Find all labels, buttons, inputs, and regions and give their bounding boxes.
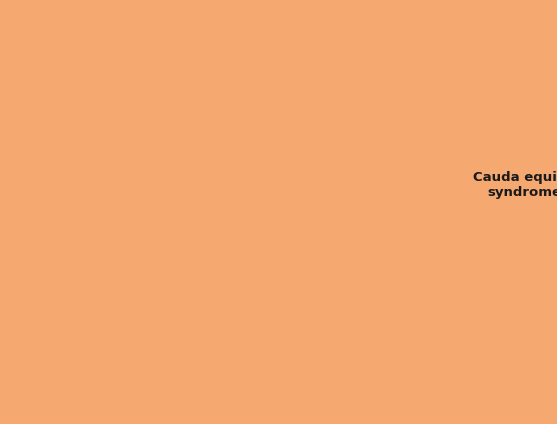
Text: Cauda equina
syndrome: Cauda equina syndrome: [473, 170, 557, 198]
